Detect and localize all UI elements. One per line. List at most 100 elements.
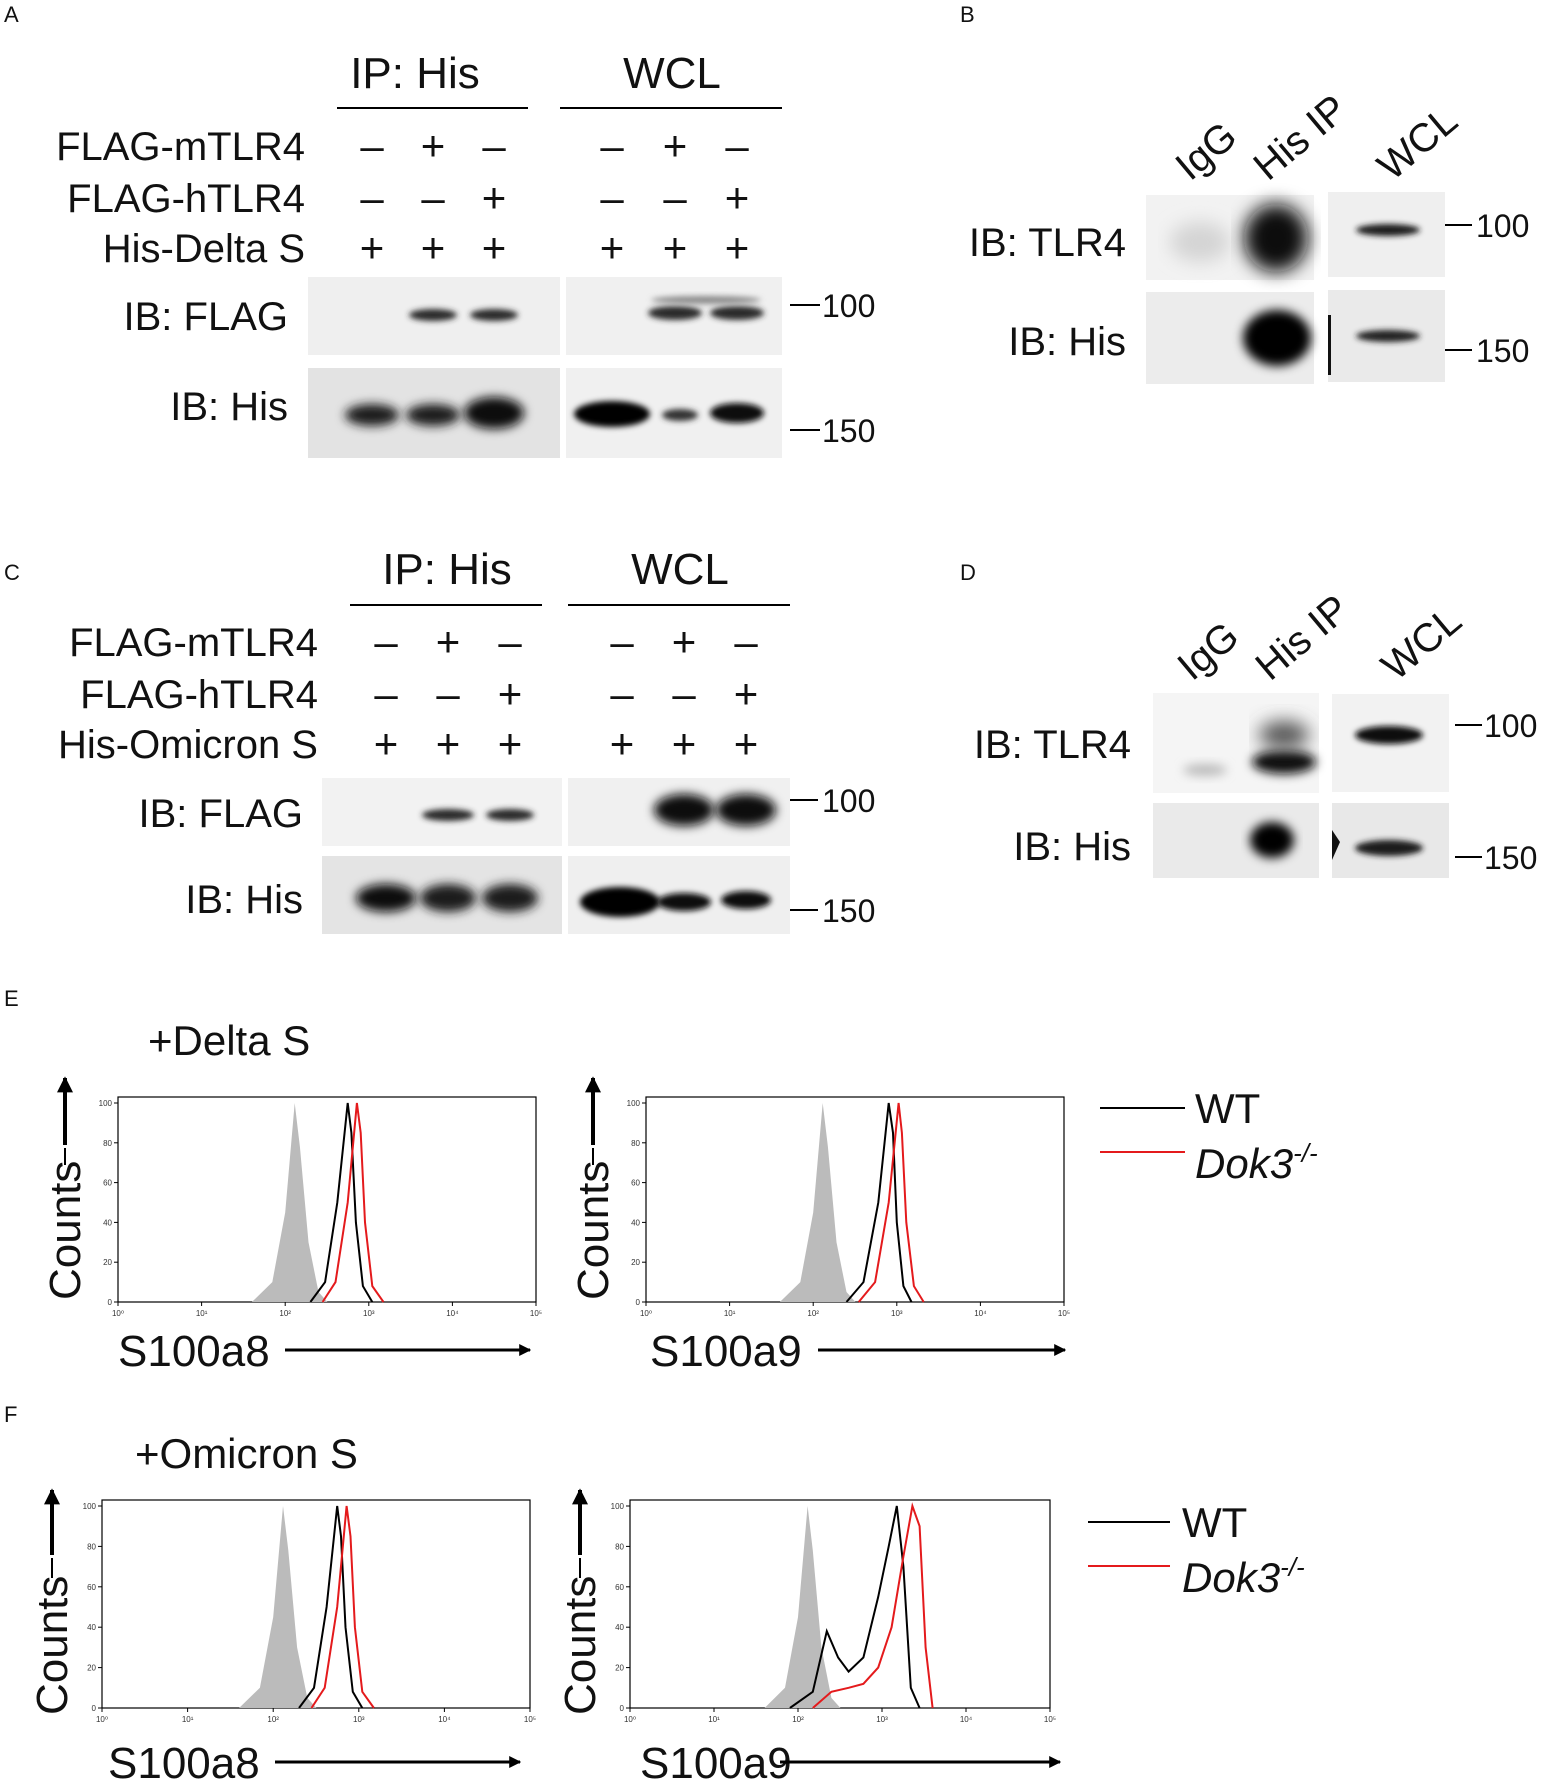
lane-label-wcl: WCL xyxy=(1374,598,1470,689)
row-label-flag-htlr4: FLAG-hTLR4 xyxy=(67,177,305,221)
x-tick-label: 10⁰ xyxy=(112,1309,124,1318)
mark: – xyxy=(600,174,624,221)
header-wcl: WCL xyxy=(623,49,721,98)
blot-label-his: IB: His xyxy=(170,385,288,429)
mark: + xyxy=(672,618,697,665)
marks-row: – – + – – + xyxy=(360,174,749,221)
mark: + xyxy=(374,720,399,767)
mark: – xyxy=(610,670,634,717)
mark: + xyxy=(725,174,750,221)
x-tick-label: 10⁵ xyxy=(1058,1309,1070,1318)
series-line-wt xyxy=(309,1102,374,1303)
blot-label-tlr4: IB: TLR4 xyxy=(969,221,1126,265)
x-axis-label: S100a9 xyxy=(650,1327,802,1376)
condition-label: +Delta S xyxy=(148,1017,310,1064)
mark: + xyxy=(610,720,635,767)
mw-150: 150 xyxy=(822,893,875,929)
x-tick-label: 10³ xyxy=(363,1309,375,1318)
y-axis-label: Counts xyxy=(556,1576,605,1715)
mark: + xyxy=(734,670,759,717)
x-tick-label: 10¹ xyxy=(708,1715,720,1724)
mw-100: 100 xyxy=(1476,208,1529,244)
isotype-control-fill xyxy=(764,1506,841,1708)
lane-label-igg: IgG xyxy=(1168,114,1246,189)
lane-label-his-ip: His IP xyxy=(1246,87,1356,189)
x-tick-label: 10⁰ xyxy=(624,1715,636,1724)
panel-label-f: F xyxy=(4,1402,17,1427)
series-line-wt xyxy=(789,1505,921,1709)
mark: + xyxy=(436,720,461,767)
y-tick-label: 80 xyxy=(87,1542,96,1551)
x-tick-label: 10³ xyxy=(891,1309,903,1318)
legend-label-dok3: Dok3-/- xyxy=(1195,1138,1318,1187)
row-label-flag-htlr4: FLAG-hTLR4 xyxy=(80,673,318,717)
blot-flag-ip xyxy=(322,778,562,846)
row-label-flag-mtlr4: FLAG-mTLR4 xyxy=(69,621,318,665)
histogram-plot: 0 20 40 60 80 100 10⁰ 10¹ 10² 10³ 10⁴ 10⁵ xyxy=(99,1096,542,1318)
histogram-s100a9: Counts S100a9 0 20 40 60 80 100 10⁰ 10¹ 10² 10³ 10… xyxy=(569,1076,1070,1376)
series-line-dok3 xyxy=(321,1102,385,1303)
y-tick-label: 0 xyxy=(636,1298,641,1307)
panel-label-a: A xyxy=(4,2,19,27)
y-tick-label: 20 xyxy=(103,1258,112,1267)
histogram-s100a8: Counts S100a8 0 20 40 60 80 100 10⁰ 10¹ 10² 10³ 10… xyxy=(28,1488,536,1779)
mark: – xyxy=(421,174,445,221)
x-tick-label: 10³ xyxy=(876,1715,888,1724)
histogram-plot: 0 20 40 60 80 100 10⁰ 10¹ 10² 10³ 10⁴ 10⁵ xyxy=(627,1096,1070,1318)
x-tick-label: 10⁵ xyxy=(530,1309,542,1318)
histogram-plot: 0 20 40 60 80 100 10⁰ 10¹ 10² 10³ 10⁴ 10⁵ xyxy=(83,1499,536,1724)
y-tick-label: 20 xyxy=(631,1258,640,1267)
legend-label-wt: WT xyxy=(1195,1085,1260,1132)
row-label-flag-mtlr4: FLAG-mTLR4 xyxy=(56,125,305,169)
mark: – xyxy=(600,122,624,169)
x-tick-label: 10⁴ xyxy=(960,1715,973,1724)
series-line-dok3 xyxy=(310,1505,375,1709)
y-tick-label: 60 xyxy=(103,1179,112,1188)
mark: + xyxy=(360,224,385,271)
x-tick-label: 10² xyxy=(792,1715,804,1724)
mark: – xyxy=(436,670,460,717)
blot-his-ip xyxy=(308,368,560,458)
blot-flag-wcl xyxy=(566,277,782,355)
panel-c: C IP: His WCL FLAG-mTLR4 FLAG-hTLR4 His-… xyxy=(4,545,875,934)
y-tick-label: 100 xyxy=(611,1502,625,1511)
panel-d: D IgG His IP WCL IB: TLR4 IB: His 100 15… xyxy=(960,560,1537,878)
marks-row: – + – – + – xyxy=(360,122,749,169)
blot-his-wcl xyxy=(568,856,790,934)
mark: – xyxy=(482,122,506,169)
y-tick-label: 20 xyxy=(87,1664,96,1673)
y-tick-label: 100 xyxy=(99,1099,113,1108)
series-line-dok3 xyxy=(812,1502,934,1709)
x-tick-label: 10⁴ xyxy=(438,1715,451,1724)
mark: + xyxy=(663,224,688,271)
blot-his-ip xyxy=(1153,803,1319,878)
mark: – xyxy=(498,618,522,665)
y-tick-label: 60 xyxy=(631,1179,640,1188)
mw-100: 100 xyxy=(822,783,875,819)
marks-row: – – + – – + xyxy=(374,670,758,717)
y-axis-label: Counts xyxy=(41,1161,90,1300)
blot-label-his: IB: His xyxy=(1013,825,1131,869)
y-tick-label: 60 xyxy=(615,1583,624,1592)
mw-100: 100 xyxy=(822,288,875,324)
x-tick-label: 10² xyxy=(279,1309,291,1318)
mark: + xyxy=(482,174,507,221)
blot-label-his: IB: His xyxy=(1008,320,1126,364)
header-ip-his: IP: His xyxy=(382,545,512,594)
mark: + xyxy=(421,224,446,271)
x-tick-label: 10⁴ xyxy=(974,1309,987,1318)
mark: + xyxy=(725,224,750,271)
x-tick-label: 10² xyxy=(267,1715,279,1724)
series-line-dok3 xyxy=(857,1102,925,1303)
blot-flag-ip xyxy=(308,277,560,355)
mark: + xyxy=(421,122,446,169)
y-tick-label: 100 xyxy=(627,1099,641,1108)
blot-label-tlr4: IB: TLR4 xyxy=(974,723,1131,767)
y-axis-label: Counts xyxy=(569,1161,618,1300)
mark: + xyxy=(600,224,625,271)
marks-row: + + + + + + xyxy=(360,224,750,271)
lane-label-wcl: WCL xyxy=(1370,98,1466,189)
mw-150: 150 xyxy=(1476,333,1529,369)
x-tick-label: 10⁰ xyxy=(96,1715,108,1724)
mark: + xyxy=(498,720,523,767)
